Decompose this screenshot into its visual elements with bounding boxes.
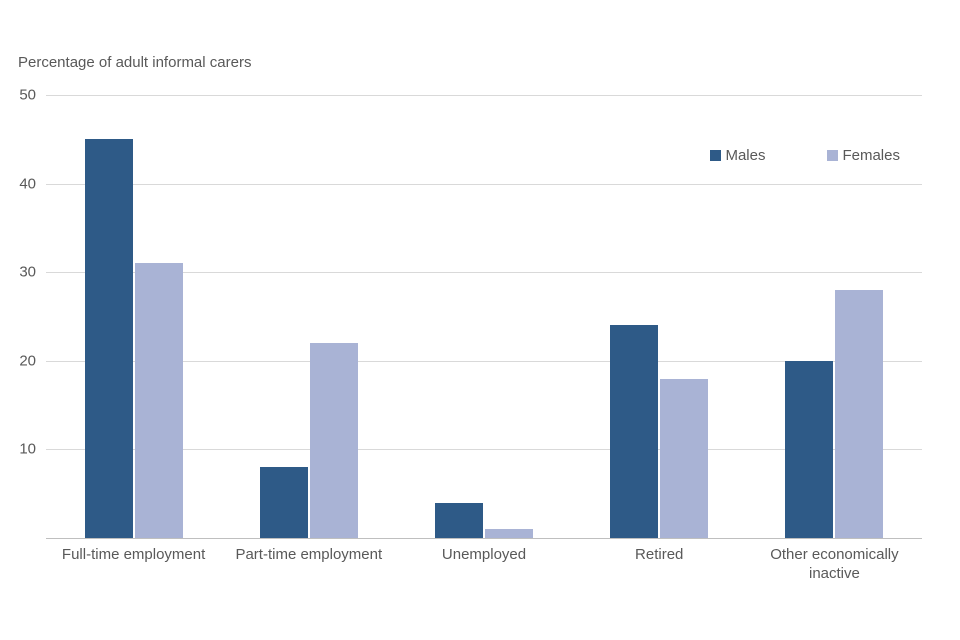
bar-females-1	[134, 263, 183, 538]
bar-group-4	[572, 95, 747, 538]
legend-label-females: Females	[842, 147, 900, 164]
bar-males-2	[259, 467, 308, 538]
chart-title: Percentage of adult informal carers	[18, 54, 252, 71]
gridline-30	[46, 272, 922, 274]
gridline-10	[46, 449, 922, 451]
bar-groups	[46, 95, 922, 538]
bar-group-3	[396, 95, 571, 538]
gridline-40	[46, 183, 922, 185]
bar-females-4	[660, 378, 709, 538]
bar-males-5	[785, 360, 834, 538]
bar-males-1	[84, 139, 133, 538]
y-tick-label-40: 40	[19, 175, 36, 193]
bar-group-5	[747, 95, 922, 538]
x-axis: Full-time employment Part-time employment…	[46, 546, 922, 584]
y-tick-label-20: 20	[19, 352, 36, 370]
x-label-5: Other economically inactive	[770, 546, 899, 582]
y-axis: 50 40 30 20 10	[0, 87, 36, 538]
legend-item-males: Males	[710, 147, 765, 164]
bar-males-3	[435, 502, 483, 538]
x-label-3: Unemployed	[441, 546, 527, 563]
x-label-2: Part-time employment	[235, 546, 383, 563]
bar-females-3	[485, 529, 533, 538]
legend: Males Females	[710, 147, 900, 164]
y-tick-label-10: 10	[19, 440, 36, 458]
y-tick-label-30: 30	[19, 263, 36, 281]
y-tick-label-50: 50	[19, 86, 36, 104]
legend-swatch-females	[827, 150, 839, 161]
legend-label-males: Males	[725, 147, 766, 164]
x-label-4: Retired	[635, 546, 684, 563]
bar-group-2	[221, 95, 396, 538]
gridline-20	[46, 360, 922, 362]
bar-males-4	[610, 325, 659, 538]
plot-area: Males Females	[46, 95, 922, 539]
bar-females-2	[309, 343, 358, 538]
bar-females-5	[835, 289, 884, 538]
x-label-1: Full-time employment	[61, 546, 206, 563]
legend-item-females: Females	[827, 147, 900, 164]
gridline-50	[46, 95, 922, 96]
legend-swatch-males	[710, 150, 722, 161]
bar-group-1	[46, 95, 221, 538]
